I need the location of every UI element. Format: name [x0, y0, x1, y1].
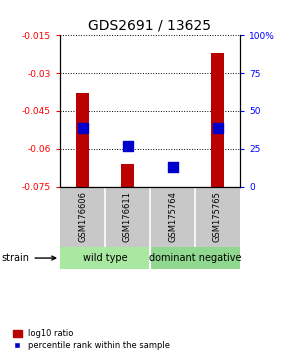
Text: strain: strain	[2, 253, 56, 263]
Bar	[60, 247, 150, 269]
Point	[80, 126, 85, 131]
Text: wild type: wild type	[83, 253, 127, 263]
Point	[170, 164, 175, 170]
Bar	[150, 247, 240, 269]
Point	[215, 126, 220, 131]
Text: dominant negative: dominant negative	[149, 253, 241, 263]
Legend: log10 ratio, percentile rank within the sample: log10 ratio, percentile rank within the …	[13, 329, 170, 350]
Text: GSM175765: GSM175765	[213, 192, 222, 242]
Text: GSM176611: GSM176611	[123, 192, 132, 242]
Bar	[121, 164, 134, 187]
Bar	[211, 53, 224, 187]
Bar	[166, 187, 179, 188]
Point	[125, 143, 130, 149]
Title: GDS2691 / 13625: GDS2691 / 13625	[88, 19, 212, 33]
Bar	[76, 93, 89, 187]
Text: GSM176606: GSM176606	[78, 191, 87, 242]
Text: GSM175764: GSM175764	[168, 192, 177, 242]
